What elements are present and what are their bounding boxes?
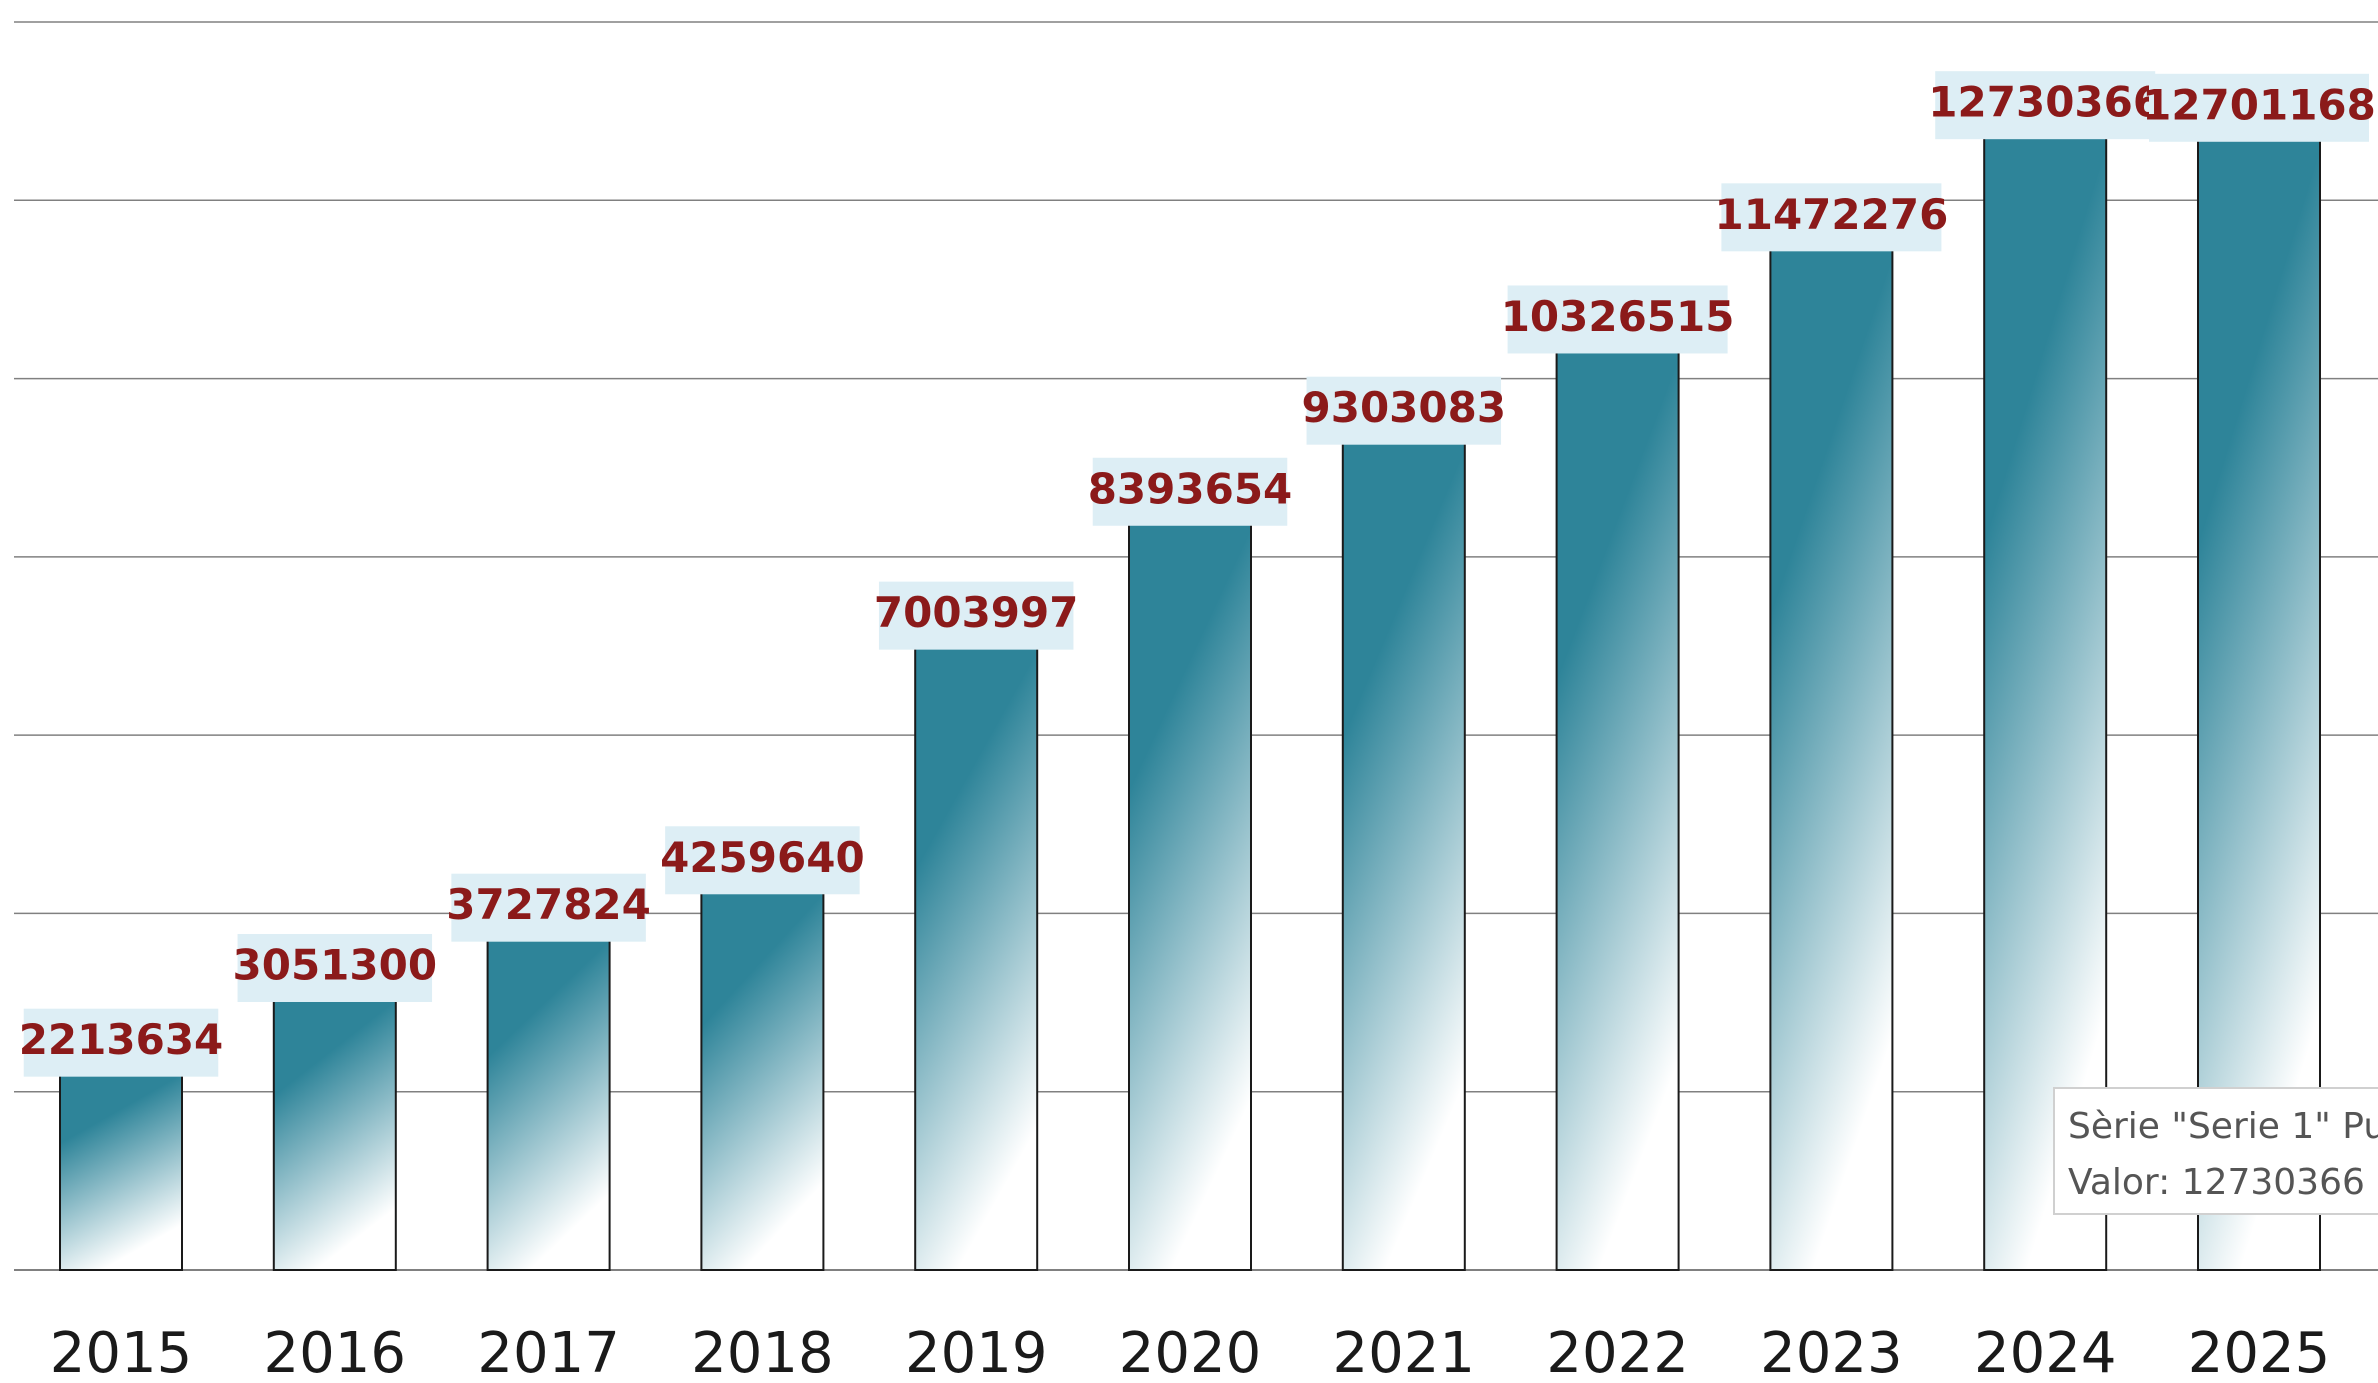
x-tick-label-2025: 2025 (2188, 1321, 2331, 1383)
data-label-text: 10326515 (1501, 292, 1735, 341)
bar-2017[interactable] (486, 936, 611, 1271)
x-tick-label-2017: 2017 (477, 1321, 620, 1383)
x-tick-label-2021: 2021 (1333, 1321, 1476, 1383)
data-label-text: 8393654 (1088, 464, 1293, 513)
data-label-2022: 10326515 (1501, 285, 1735, 354)
data-label-bg (237, 933, 433, 1002)
data-label-2015: 2213634 (19, 1008, 224, 1077)
data-label-2020: 8393654 (1088, 457, 1293, 526)
data-label-2019: 7003997 (874, 581, 1079, 650)
tooltip-line2: Valor: 12730366 (2068, 1162, 2365, 1203)
data-label-bg (878, 581, 1074, 650)
data-label-2018: 4259640 (660, 826, 865, 895)
bar-2015[interactable] (59, 1071, 183, 1271)
x-tick-label-2019: 2019 (905, 1321, 1048, 1383)
data-label-text: 2213634 (19, 1015, 224, 1064)
data-label-text: 12701168 (2142, 80, 2376, 129)
bar-2019[interactable] (914, 644, 1039, 1271)
bar-2020[interactable] (1128, 520, 1252, 1271)
x-tick-label-2022: 2022 (1546, 1321, 1689, 1383)
data-label-bg (2149, 73, 2369, 142)
x-tick-label-2016: 2016 (264, 1321, 407, 1383)
x-tick-label-2020: 2020 (1119, 1321, 1262, 1383)
x-tick-label-2024: 2024 (1974, 1321, 2117, 1383)
data-label-text: 3051300 (233, 940, 438, 989)
data-label-2025: 12701168 (2142, 73, 2376, 142)
x-tick-label-2023: 2023 (1760, 1321, 1903, 1383)
data-label-bg (1935, 71, 2156, 140)
data-label-text: 3727824 (446, 880, 651, 929)
tooltip-box (2053, 1087, 2378, 1215)
data-label-bg (1306, 376, 1502, 445)
data-label-bg (1721, 183, 1942, 252)
data-label-text: 9303083 (1302, 383, 1507, 432)
data-label-text: 11472276 (1715, 190, 1949, 239)
data-label-2021: 9303083 (1302, 376, 1507, 445)
x-tick-label-2015: 2015 (50, 1321, 193, 1383)
bar-2025[interactable] (2197, 136, 2321, 1271)
hover-tooltip: Sèrie "Serie 1" Pu Valor: 12730366 (2053, 1087, 2378, 1215)
bar-2016[interactable] (272, 996, 397, 1271)
x-axis-ticks: 2015 2016 2017 2018 2019 2020 2021 2022 2023 2024… (50, 1321, 2331, 1383)
data-label-2017: 3727824 (446, 873, 651, 942)
data-label-bg (451, 873, 646, 942)
bar-2024[interactable] (1983, 134, 2108, 1271)
bar-2021[interactable] (1341, 439, 1466, 1271)
bar-2018[interactable] (700, 889, 825, 1271)
bar-2022[interactable] (1555, 348, 1680, 1271)
data-label-text: 12730366 (1928, 78, 2162, 127)
data-label-2016: 3051300 (233, 933, 438, 1002)
data-label-2024: 12730366 (1928, 71, 2162, 140)
data-label-bg (665, 826, 860, 895)
data-label-bg (23, 1008, 219, 1077)
data-label-text: 4259640 (660, 833, 865, 882)
data-label-text: 7003997 (874, 588, 1079, 637)
data-label-bg (1092, 457, 1288, 526)
bar-2023[interactable] (1769, 246, 1894, 1271)
data-label-bg (1507, 285, 1728, 354)
tooltip-line1: Sèrie "Serie 1" Pu (2068, 1106, 2378, 1147)
bars (59, 134, 2321, 1271)
x-tick-label-2018: 2018 (691, 1321, 834, 1383)
data-label-2023: 11472276 (1715, 183, 1949, 252)
